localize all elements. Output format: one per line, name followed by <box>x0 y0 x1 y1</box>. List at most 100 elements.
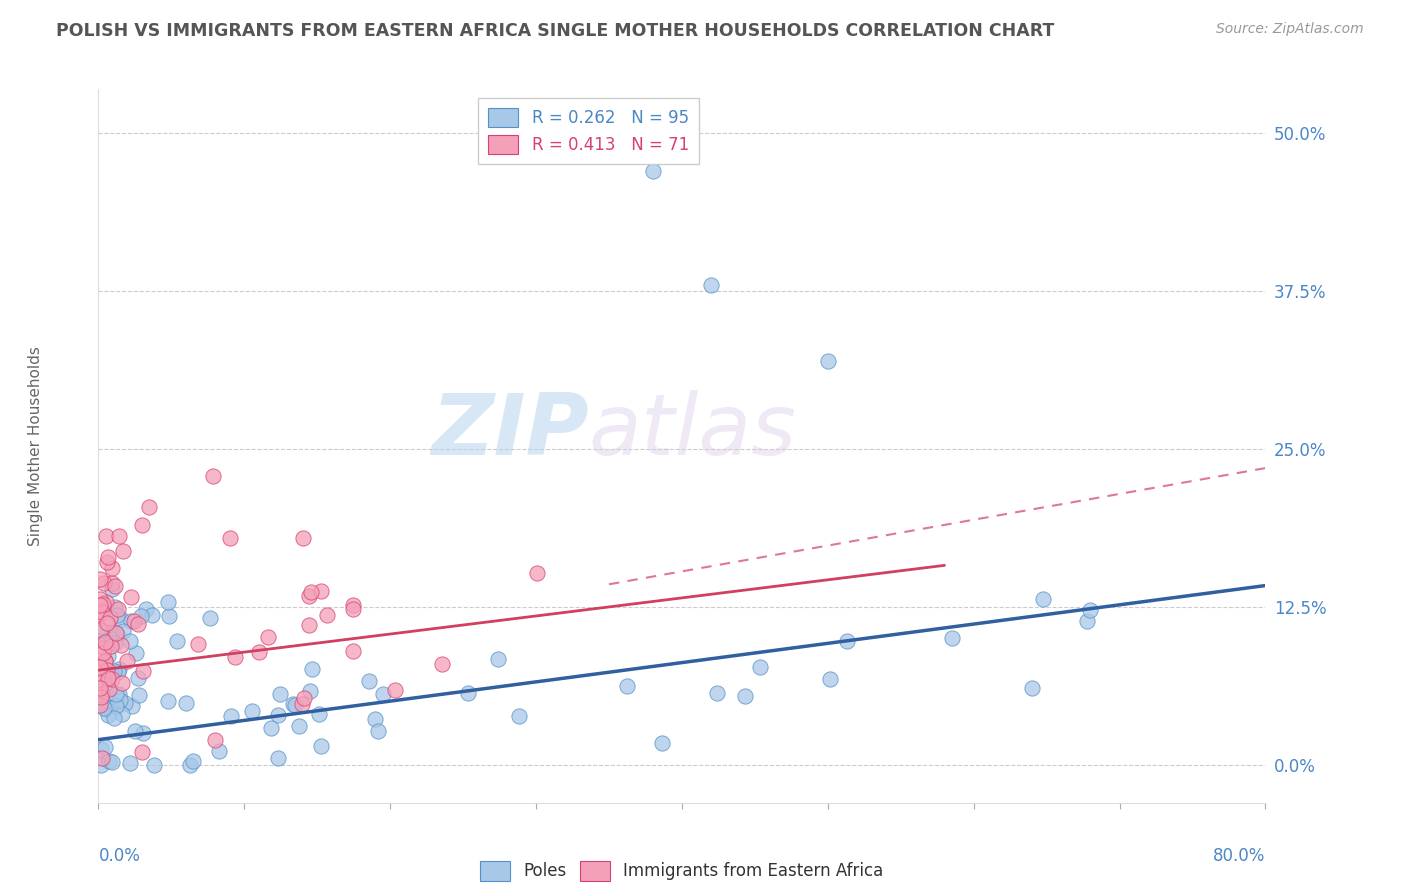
Point <box>107 665 129 679</box>
Point <box>142 758 165 772</box>
Point <box>311 739 333 753</box>
Point <box>90 751 112 765</box>
Point <box>115 654 138 668</box>
Point <box>97 649 120 664</box>
Point <box>89 623 111 637</box>
Point <box>105 627 128 641</box>
Point <box>430 657 453 671</box>
Point <box>141 608 163 623</box>
Point <box>110 612 132 626</box>
Point <box>90 687 112 701</box>
Point <box>508 708 530 723</box>
Point <box>107 687 129 701</box>
Point <box>342 598 364 612</box>
Point <box>101 582 124 596</box>
Point <box>90 690 112 704</box>
Point <box>316 608 339 623</box>
Point <box>283 698 305 712</box>
Point <box>90 758 112 772</box>
Point <box>131 518 153 533</box>
Point <box>138 500 160 514</box>
Point <box>120 615 142 629</box>
Point <box>96 555 118 569</box>
Point <box>371 687 394 701</box>
Point <box>108 693 131 707</box>
Point <box>342 602 364 616</box>
Point <box>101 672 124 686</box>
Point <box>105 698 128 713</box>
Point <box>105 608 128 623</box>
Point <box>100 576 122 591</box>
Point <box>224 650 246 665</box>
Point <box>89 660 111 674</box>
Point <box>240 704 263 718</box>
Point <box>748 659 770 673</box>
Point <box>131 726 153 740</box>
Point <box>131 745 153 759</box>
Point <box>166 634 188 648</box>
Point <box>105 626 128 640</box>
Point <box>835 634 858 648</box>
Point <box>93 635 115 649</box>
Point <box>96 615 118 630</box>
Point <box>89 625 111 640</box>
Point <box>1021 681 1043 695</box>
Point <box>288 719 311 733</box>
Point <box>110 638 132 652</box>
Point <box>179 758 201 772</box>
Point <box>121 698 143 713</box>
Point <box>700 277 723 292</box>
Point <box>292 691 315 706</box>
Point <box>89 607 111 622</box>
Point <box>97 708 120 723</box>
Point <box>97 671 120 685</box>
Point <box>104 698 127 712</box>
Point <box>104 636 127 650</box>
Point <box>89 592 111 607</box>
Text: 0.0%: 0.0% <box>98 847 141 865</box>
Point <box>817 353 839 368</box>
Point <box>309 583 332 598</box>
Point <box>818 672 841 686</box>
Point <box>101 624 124 639</box>
Point <box>100 666 122 681</box>
Point <box>101 561 124 575</box>
Point <box>129 608 152 623</box>
Point <box>127 617 149 632</box>
Point <box>90 741 112 756</box>
Point <box>204 732 226 747</box>
Point <box>219 709 242 723</box>
Point <box>100 632 122 646</box>
Point <box>157 608 180 623</box>
Point <box>124 724 146 739</box>
Point <box>107 602 129 616</box>
Point <box>266 707 288 722</box>
Point <box>135 602 157 616</box>
Point <box>121 590 143 604</box>
Text: Single Mother Households: Single Mother Households <box>28 346 42 546</box>
Legend: Poles, Immigrants from Eastern Africa: Poles, Immigrants from Eastern Africa <box>474 855 890 888</box>
Point <box>93 576 115 591</box>
Point <box>269 687 291 701</box>
Point <box>98 754 121 768</box>
Point <box>651 736 673 750</box>
Point <box>256 631 278 645</box>
Point <box>616 679 638 693</box>
Point <box>357 674 380 689</box>
Point <box>114 696 136 710</box>
Point <box>96 529 118 543</box>
Text: atlas: atlas <box>589 390 797 474</box>
Point <box>94 740 117 755</box>
Point <box>111 675 134 690</box>
Point <box>89 598 111 612</box>
Point <box>291 697 314 711</box>
Point <box>94 654 117 668</box>
Point <box>98 681 121 696</box>
Text: POLISH VS IMMIGRANTS FROM EASTERN AFRICA SINGLE MOTHER HOUSEHOLDS CORRELATION CH: POLISH VS IMMIGRANTS FROM EASTERN AFRICA… <box>56 22 1054 40</box>
Point <box>96 549 118 564</box>
Point <box>101 755 124 769</box>
Point <box>91 597 114 611</box>
Point <box>364 712 387 726</box>
Point <box>247 645 270 659</box>
Point <box>299 585 322 599</box>
